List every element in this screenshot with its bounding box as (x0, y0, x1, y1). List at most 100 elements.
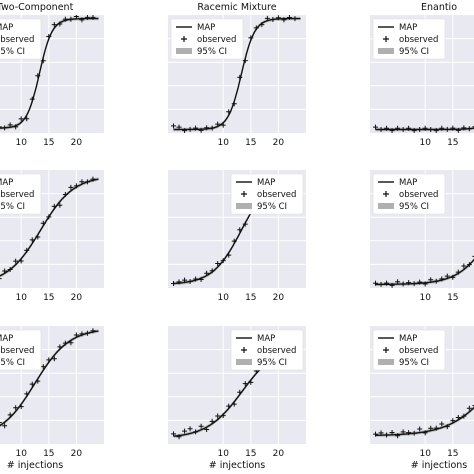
map-line (375, 258, 474, 286)
observed-point (0, 422, 2, 424)
observed-point (466, 262, 472, 268)
legend-label: observed (197, 35, 236, 45)
observed-point (73, 183, 79, 189)
observed-point (242, 381, 248, 387)
observed-point (411, 430, 417, 436)
observed-point (406, 280, 412, 286)
observed-point (7, 122, 13, 128)
observed-point (171, 123, 177, 129)
observed-point (400, 429, 406, 435)
x-axis-label: # injections (209, 460, 266, 471)
legend: MAP observed 95% CI (0, 329, 42, 371)
observed-point (79, 179, 85, 185)
observed-point (24, 247, 30, 253)
observed-point (220, 258, 226, 264)
observed-point (51, 203, 57, 209)
observed-point (444, 126, 450, 132)
observed-point (215, 121, 221, 127)
observed-point (253, 25, 259, 31)
legend-swatch-observed (383, 36, 389, 42)
legend: MAP observed 95% CI (230, 329, 304, 371)
observed-point (198, 127, 204, 133)
observed-point (73, 15, 79, 20)
x-tick-label: 10 (217, 449, 229, 459)
observed-point (46, 357, 52, 363)
legend-label: observed (399, 346, 438, 356)
x-tick-label: 15 (245, 293, 256, 303)
observed-point (79, 17, 85, 23)
legend-label: observed (399, 190, 438, 200)
observed-point (204, 270, 210, 276)
x-tick-label: 20 (273, 449, 285, 459)
observed-point (417, 426, 423, 432)
observed-point (57, 202, 63, 208)
observed-point (237, 227, 243, 233)
observed-point (193, 125, 199, 131)
legend-label: MAP (257, 334, 275, 344)
x-tick-label: 10 (217, 293, 229, 303)
legend-label: 95% CI (399, 202, 429, 212)
x-tick-label: 10 (15, 449, 27, 459)
legend-label: 95% CI (399, 47, 429, 57)
legend-swatch-ci (378, 203, 394, 209)
observed-point (455, 414, 461, 420)
legend-label: 95% CI (197, 47, 227, 57)
observed-point (90, 15, 96, 20)
legend-label: 95% CI (257, 202, 287, 212)
observed-point (29, 381, 35, 387)
observed-point (400, 126, 406, 132)
observed-point (29, 237, 35, 243)
observed-point (450, 125, 456, 131)
observed-point (395, 433, 401, 439)
observed-point (2, 268, 8, 274)
observed-point (384, 280, 390, 286)
plot-content (0, 176, 99, 280)
observed-point (231, 101, 237, 107)
legend-label: 95% CI (257, 358, 287, 368)
x-tick-label: 20 (273, 293, 285, 303)
legend-swatch-observed (181, 36, 187, 42)
x-tick-label: 15 (43, 449, 54, 459)
legend-label: MAP (0, 334, 13, 344)
observed-point (209, 268, 215, 274)
observed-point (68, 16, 74, 22)
x-axis-label: # injections (7, 460, 64, 471)
legend-swatch-ci (236, 203, 252, 209)
observed-point (472, 126, 474, 128)
observed-point (51, 356, 57, 362)
legend-label: MAP (197, 23, 215, 33)
observed-point (215, 413, 221, 419)
observed-point (90, 328, 96, 334)
observed-point (209, 418, 215, 424)
observed-point (18, 258, 24, 264)
legend-label: observed (399, 35, 438, 45)
observed-point (226, 252, 232, 258)
observed-point (411, 281, 417, 287)
observed-point (209, 125, 215, 131)
observed-point (220, 122, 226, 128)
observed-point (90, 176, 96, 182)
observed-point (35, 73, 41, 79)
observed-point (176, 124, 182, 130)
observed-point (215, 260, 221, 266)
legend-box (0, 18, 42, 60)
legend-label: observed (257, 190, 296, 200)
observed-point (237, 389, 243, 395)
observed-point (182, 428, 188, 434)
observed-point (444, 273, 450, 279)
observed-point (204, 427, 210, 433)
observed-point (40, 364, 46, 370)
observed-point (461, 125, 467, 131)
observed-point (461, 413, 467, 419)
observed-point (422, 125, 428, 131)
observed-point (2, 423, 8, 429)
legend: MAP observed 95% CI (0, 173, 42, 215)
ci-band (375, 257, 474, 287)
observed-point (40, 220, 46, 226)
observed-point (472, 255, 474, 257)
observed-point (433, 425, 439, 431)
observed-point (281, 17, 287, 23)
observed-point (29, 96, 35, 102)
observed-point (187, 126, 193, 132)
